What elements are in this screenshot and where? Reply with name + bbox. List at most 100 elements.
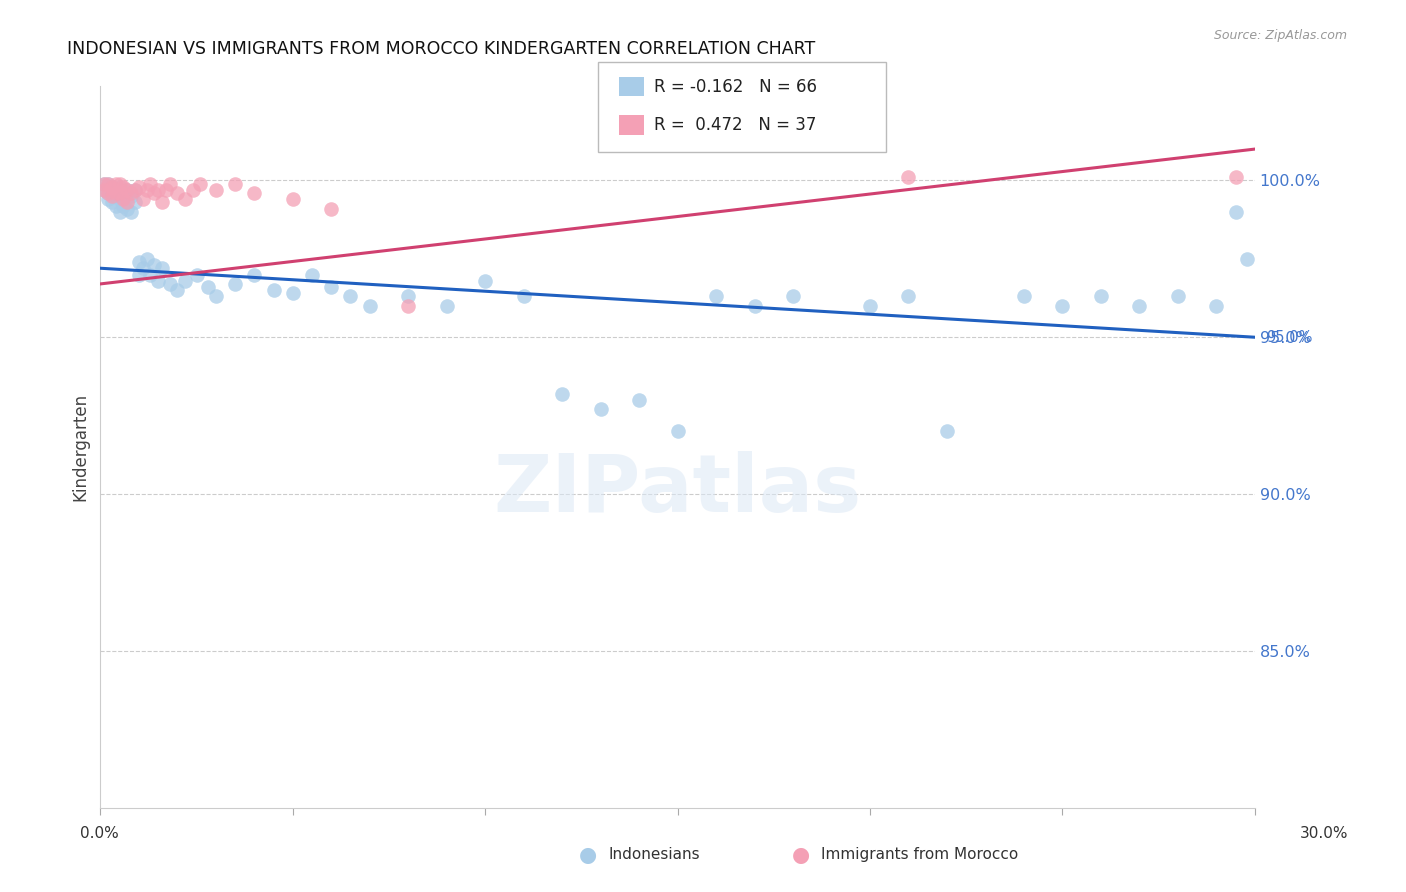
Point [936,425,959,439]
Point [150,261,173,276]
Point [150,195,173,210]
Point [1052,299,1074,313]
Point [97,186,120,200]
Point [1090,289,1112,303]
Text: 30.0%: 30.0% [1301,827,1348,841]
Point [93,177,115,191]
Point [204,289,226,303]
Point [474,274,496,288]
Point [128,255,150,269]
Text: INDONESIAN VS IMMIGRANTS FROM MOROCCO KINDERGARTEN CORRELATION CHART: INDONESIAN VS IMMIGRANTS FROM MOROCCO KI… [67,40,815,58]
Point [101,179,124,194]
Point [93,177,115,191]
Point [120,204,142,219]
Point [155,183,177,197]
Point [131,261,153,276]
Point [97,177,120,191]
Point [1225,204,1247,219]
Point [243,186,266,200]
Point [166,186,188,200]
Point [1128,299,1150,313]
Point [101,189,124,203]
Point [396,289,419,303]
Point [704,289,727,303]
Point [128,179,150,194]
Text: Source: ZipAtlas.com: Source: ZipAtlas.com [1213,29,1347,42]
Text: 0.0%: 0.0% [80,827,120,841]
Point [190,177,212,191]
Point [281,286,304,301]
Point [1236,252,1258,266]
Point [124,195,146,210]
Point [859,299,882,313]
Point [359,299,381,313]
Point [174,274,197,288]
Point [628,392,651,407]
Text: Indonesians: Indonesians [609,847,700,862]
Point [124,183,146,197]
Point [104,186,127,200]
Point [897,170,920,185]
Point [108,177,131,191]
Point [1012,289,1035,303]
Text: ZIPatlas: ZIPatlas [494,451,862,529]
Point [204,183,226,197]
Point [131,192,153,206]
Point [301,268,323,282]
Point [108,179,131,194]
Point [104,177,127,191]
Text: R =  0.472   N = 37: R = 0.472 N = 37 [654,116,815,134]
Point [744,299,766,313]
Point [112,186,135,200]
Point [782,289,804,303]
Point [104,198,127,212]
Point [321,202,343,216]
Point [159,277,181,291]
Text: 95.0%: 95.0% [1265,330,1312,344]
Point [97,177,120,191]
Point [97,186,120,200]
Point [108,186,131,200]
Text: Immigrants from Morocco: Immigrants from Morocco [821,847,1018,862]
Point [224,177,246,191]
Point [1167,289,1189,303]
Point [139,268,162,282]
Point [108,204,131,219]
Point [93,183,115,197]
Point [146,183,169,197]
Point [120,189,142,203]
Point [108,192,131,206]
Point [436,299,458,313]
Point [112,179,135,194]
Point [143,186,166,200]
Point [97,192,120,206]
Point [135,252,157,266]
Point [117,183,139,197]
Point [224,277,246,291]
Point [666,425,689,439]
Point [551,386,574,401]
Point [321,280,343,294]
Point [589,402,612,417]
Point [112,192,135,206]
Point [104,183,127,197]
Point [128,268,150,282]
Point [1205,299,1227,313]
Point [117,202,139,216]
Point [117,195,139,210]
Point [897,289,920,303]
Text: ●: ● [793,845,810,864]
Text: ●: ● [579,845,596,864]
Point [281,192,304,206]
Point [146,274,169,288]
Point [143,258,166,272]
Point [139,177,162,191]
Y-axis label: Kindergarten: Kindergarten [72,392,89,501]
Point [112,198,135,212]
Point [117,183,139,197]
Point [101,195,124,210]
Point [339,289,361,303]
Text: R = -0.162   N = 66: R = -0.162 N = 66 [654,78,817,95]
Point [93,183,115,197]
Point [166,283,188,297]
